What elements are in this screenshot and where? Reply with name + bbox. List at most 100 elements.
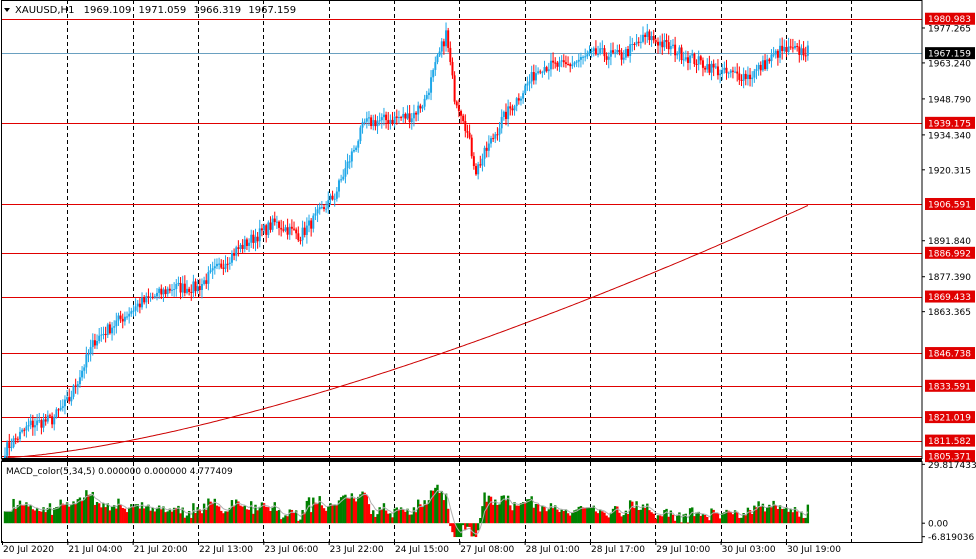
macd-bar <box>402 509 405 524</box>
macd-bar <box>706 516 709 524</box>
candle <box>147 288 150 305</box>
candle <box>504 103 507 126</box>
candle <box>222 259 225 275</box>
candle <box>802 41 805 61</box>
candle <box>63 395 66 415</box>
macd-bar <box>740 517 743 524</box>
macd-bar <box>498 504 501 524</box>
candle <box>128 307 131 324</box>
candle <box>342 169 345 181</box>
price-tick-label: 1877.390 <box>928 273 971 283</box>
macd-bar <box>532 507 536 524</box>
macd-bar <box>18 500 22 524</box>
candle <box>290 219 293 236</box>
macd-bar <box>228 507 232 524</box>
macd-bar <box>549 503 553 524</box>
candle <box>250 229 253 249</box>
close-value: 1967.159 <box>248 5 296 16</box>
candle <box>605 52 608 65</box>
horizontal-levels[interactable] <box>2 19 922 457</box>
macd-bar <box>434 487 437 524</box>
candle <box>549 52 552 77</box>
macd-bar <box>8 511 11 524</box>
candle <box>785 40 788 58</box>
candle <box>755 64 758 80</box>
macd-bar <box>297 520 300 524</box>
candle <box>468 124 471 140</box>
candle <box>96 334 99 350</box>
candle <box>614 49 617 58</box>
macd-bar <box>487 495 491 524</box>
candle <box>215 258 218 270</box>
macd-bar <box>350 493 354 524</box>
candle <box>564 55 567 68</box>
macd-tick-label: -6.819036 <box>928 533 974 543</box>
macd-bar <box>27 506 30 524</box>
candle <box>316 204 319 223</box>
macd-bar <box>765 507 769 524</box>
macd-bar <box>376 514 379 524</box>
candle <box>749 67 752 87</box>
macd-bar <box>718 518 722 524</box>
macd-bar <box>637 509 640 524</box>
macd-bar <box>160 509 163 524</box>
candle <box>753 68 756 83</box>
time-tick-label: 20 Jul 2020 <box>3 545 54 555</box>
macd-bar <box>573 510 576 524</box>
candle <box>40 418 43 435</box>
candle <box>594 40 597 56</box>
macd-bar <box>671 514 675 524</box>
macd-bar <box>804 517 807 524</box>
macd-bar <box>273 502 276 524</box>
macd-bar <box>303 512 306 524</box>
level-price-label: 1906.591 <box>928 200 971 210</box>
macd-bar <box>175 507 178 524</box>
candle <box>757 62 760 76</box>
macd-bar <box>509 505 512 524</box>
macd-bar <box>721 513 724 524</box>
candle <box>162 287 165 302</box>
macd-bar <box>750 514 754 524</box>
candle <box>113 320 116 336</box>
candle <box>744 70 747 86</box>
candle <box>584 48 587 62</box>
macd-bar <box>155 507 159 524</box>
candle <box>530 65 533 89</box>
candle <box>117 312 120 326</box>
macd-bar <box>226 511 229 524</box>
candle <box>100 327 103 342</box>
candle <box>706 58 709 73</box>
candle <box>464 114 467 138</box>
candle <box>153 293 156 299</box>
candle <box>66 389 69 401</box>
candle <box>500 109 503 134</box>
macd-bar <box>299 519 302 524</box>
candle <box>320 200 323 210</box>
candle <box>282 221 285 233</box>
macd-bar <box>564 509 568 524</box>
macd-bar <box>517 505 521 524</box>
candle <box>731 66 734 79</box>
candle <box>21 428 24 434</box>
macd-bar <box>282 517 285 524</box>
candle <box>783 39 786 54</box>
candle <box>502 110 505 121</box>
candle <box>787 37 790 56</box>
candle <box>36 413 39 431</box>
candle <box>284 224 287 233</box>
macd-bar <box>631 501 634 524</box>
macd-bar <box>61 503 65 524</box>
candle <box>633 42 636 51</box>
candle <box>693 52 696 67</box>
macd-bar <box>391 517 394 524</box>
candle <box>335 187 338 202</box>
candle <box>10 438 13 452</box>
macd-bar <box>42 507 45 524</box>
level-price-label: 1846.738 <box>928 350 971 360</box>
macd-frame <box>1 461 923 543</box>
macd-bar <box>177 505 180 524</box>
candle <box>513 104 516 116</box>
candle <box>539 69 542 75</box>
triangle-down-icon[interactable] <box>4 8 10 12</box>
candle <box>492 133 495 142</box>
